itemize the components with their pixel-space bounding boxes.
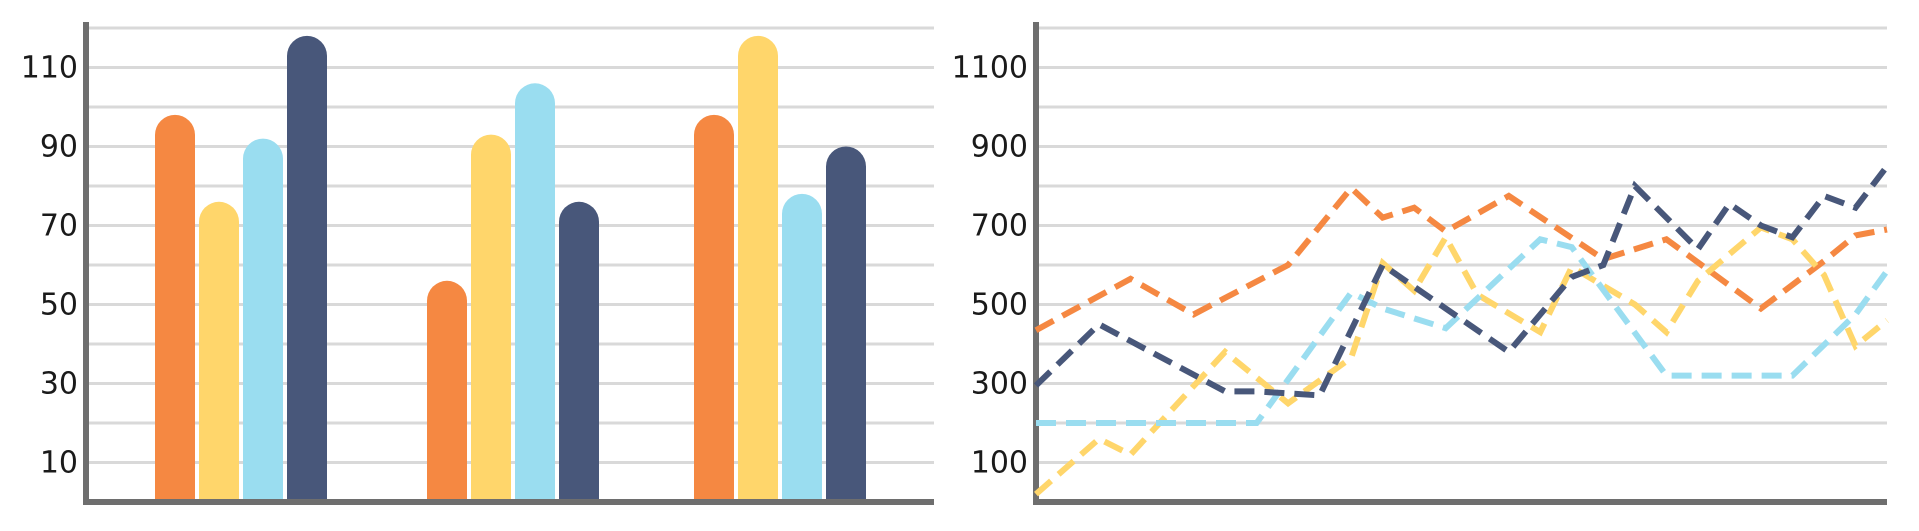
y-tick-label: 300	[971, 367, 1028, 402]
bar	[427, 280, 467, 499]
bar	[287, 35, 327, 500]
y-tick-label: 500	[971, 288, 1028, 323]
y-tick-label: 700	[971, 209, 1028, 244]
y-tick-label: 30	[40, 367, 78, 402]
bar	[155, 114, 195, 499]
y-tick-label: 1100	[952, 51, 1028, 86]
y-tick-label: 110	[21, 51, 78, 86]
series-line	[1036, 235, 1890, 426]
series-line	[1033, 164, 1890, 399]
line-chart: 100 300 500 700 900 1100	[952, 22, 1890, 505]
y-tick-label: 10	[40, 446, 78, 481]
bar	[694, 114, 734, 499]
bar	[243, 138, 283, 499]
bar	[738, 35, 778, 500]
bar	[782, 193, 823, 499]
bar	[199, 201, 239, 500]
y-tick-label: 90	[40, 130, 78, 165]
series-line	[1034, 183, 1888, 333]
bar	[471, 134, 511, 499]
bar-chart: 10 30 50 70 90 110	[21, 22, 934, 505]
bar	[826, 146, 866, 499]
bar	[559, 201, 599, 500]
bar	[515, 83, 555, 499]
y-tick-label: 900	[971, 130, 1028, 165]
y-tick-label: 70	[40, 209, 78, 244]
y-tick-label: 50	[40, 288, 78, 323]
y-tick-label: 100	[971, 446, 1028, 481]
